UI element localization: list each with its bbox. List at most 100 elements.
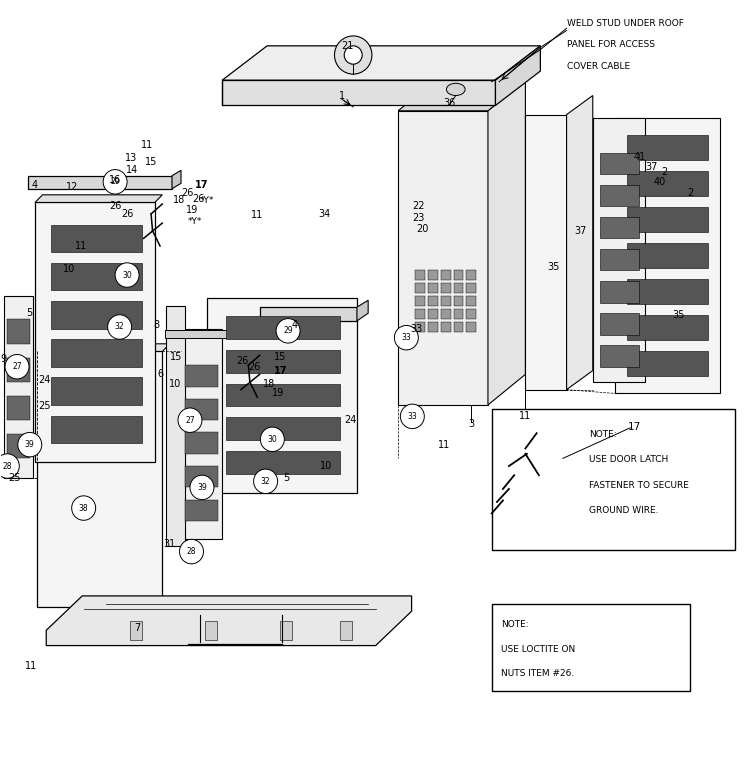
- Text: 29: 29: [110, 177, 120, 186]
- Text: 27: 27: [185, 416, 195, 425]
- Polygon shape: [7, 396, 30, 420]
- Ellipse shape: [446, 83, 465, 96]
- Text: 28: 28: [187, 547, 196, 556]
- Polygon shape: [52, 339, 142, 367]
- Bar: [441, 270, 451, 280]
- Text: 35: 35: [673, 309, 685, 320]
- Circle shape: [5, 354, 29, 379]
- Circle shape: [190, 475, 214, 500]
- Circle shape: [0, 454, 20, 478]
- Bar: [428, 270, 438, 280]
- Polygon shape: [185, 466, 218, 487]
- Polygon shape: [207, 298, 357, 493]
- Text: 32: 32: [115, 322, 125, 332]
- Text: 17: 17: [627, 422, 640, 432]
- Circle shape: [108, 315, 131, 339]
- Polygon shape: [226, 417, 340, 440]
- Text: 26: 26: [248, 361, 260, 372]
- Text: 37: 37: [645, 161, 657, 172]
- Polygon shape: [600, 217, 639, 238]
- Circle shape: [276, 319, 300, 343]
- Circle shape: [18, 432, 42, 457]
- Text: 14: 14: [126, 164, 139, 175]
- Polygon shape: [35, 195, 162, 202]
- Text: 33: 33: [401, 333, 411, 342]
- Polygon shape: [38, 344, 170, 351]
- Text: 26: 26: [121, 209, 134, 219]
- Text: 6: 6: [158, 369, 164, 380]
- Text: FASTENER TO SECURE: FASTENER TO SECURE: [589, 481, 689, 490]
- Polygon shape: [7, 434, 30, 458]
- Polygon shape: [181, 329, 222, 539]
- Polygon shape: [600, 249, 639, 270]
- Text: 39: 39: [25, 440, 34, 449]
- Text: 25: 25: [8, 472, 21, 483]
- Text: 24: 24: [344, 415, 356, 426]
- Text: 18: 18: [263, 378, 275, 389]
- Text: 10: 10: [62, 264, 75, 274]
- Polygon shape: [52, 416, 142, 443]
- Polygon shape: [627, 315, 708, 340]
- Text: 11: 11: [439, 439, 451, 450]
- Text: 11: 11: [141, 140, 154, 151]
- Text: 7: 7: [134, 623, 141, 633]
- Bar: [466, 322, 476, 332]
- Circle shape: [334, 36, 372, 74]
- Polygon shape: [7, 358, 30, 382]
- Text: 19: 19: [186, 205, 198, 215]
- Bar: [492, 409, 735, 550]
- Text: 9: 9: [1, 354, 7, 364]
- Polygon shape: [627, 279, 708, 304]
- Circle shape: [104, 170, 127, 194]
- Polygon shape: [627, 135, 708, 160]
- Text: 24: 24: [38, 374, 51, 385]
- Text: 26: 26: [109, 201, 122, 212]
- Text: PANEL FOR ACCESS: PANEL FOR ACCESS: [566, 40, 655, 50]
- Text: 16: 16: [109, 174, 122, 185]
- Polygon shape: [222, 80, 496, 105]
- Text: 4: 4: [292, 319, 298, 330]
- Text: 11: 11: [519, 411, 532, 422]
- Polygon shape: [615, 118, 720, 393]
- Polygon shape: [46, 596, 412, 646]
- Polygon shape: [28, 176, 172, 189]
- Text: 25: 25: [38, 401, 51, 412]
- Text: *Y*: *Y*: [188, 217, 202, 226]
- Circle shape: [260, 427, 284, 452]
- Text: 17: 17: [195, 180, 208, 190]
- Text: 30: 30: [122, 270, 132, 280]
- Polygon shape: [4, 296, 33, 478]
- Text: 12: 12: [66, 182, 79, 193]
- Bar: [454, 296, 464, 306]
- Text: 27: 27: [12, 362, 22, 371]
- Text: 5: 5: [283, 472, 289, 483]
- Polygon shape: [566, 96, 592, 390]
- Text: 33: 33: [407, 412, 417, 421]
- Polygon shape: [35, 202, 154, 462]
- Text: 33: 33: [410, 323, 422, 334]
- Bar: [454, 283, 464, 293]
- Text: 34: 34: [319, 209, 331, 219]
- Text: 31: 31: [164, 539, 176, 549]
- Bar: [466, 296, 476, 306]
- Text: 38: 38: [79, 503, 88, 513]
- Polygon shape: [226, 451, 340, 474]
- Bar: [428, 283, 438, 293]
- Polygon shape: [600, 185, 639, 206]
- Polygon shape: [185, 365, 218, 387]
- Polygon shape: [398, 111, 488, 405]
- Text: 26: 26: [181, 187, 194, 198]
- Text: 41: 41: [634, 151, 646, 162]
- Polygon shape: [185, 399, 218, 420]
- Text: NUTS ITEM #26.: NUTS ITEM #26.: [501, 669, 574, 678]
- Bar: [416, 270, 425, 280]
- Polygon shape: [600, 153, 639, 174]
- Text: USE DOOR LATCH: USE DOOR LATCH: [589, 455, 668, 465]
- Text: 40: 40: [654, 176, 666, 187]
- Text: 4: 4: [32, 180, 38, 190]
- Polygon shape: [7, 319, 30, 344]
- Text: 10: 10: [320, 461, 332, 471]
- Bar: [340, 621, 352, 640]
- Polygon shape: [52, 263, 142, 290]
- Text: 26: 26: [236, 355, 248, 366]
